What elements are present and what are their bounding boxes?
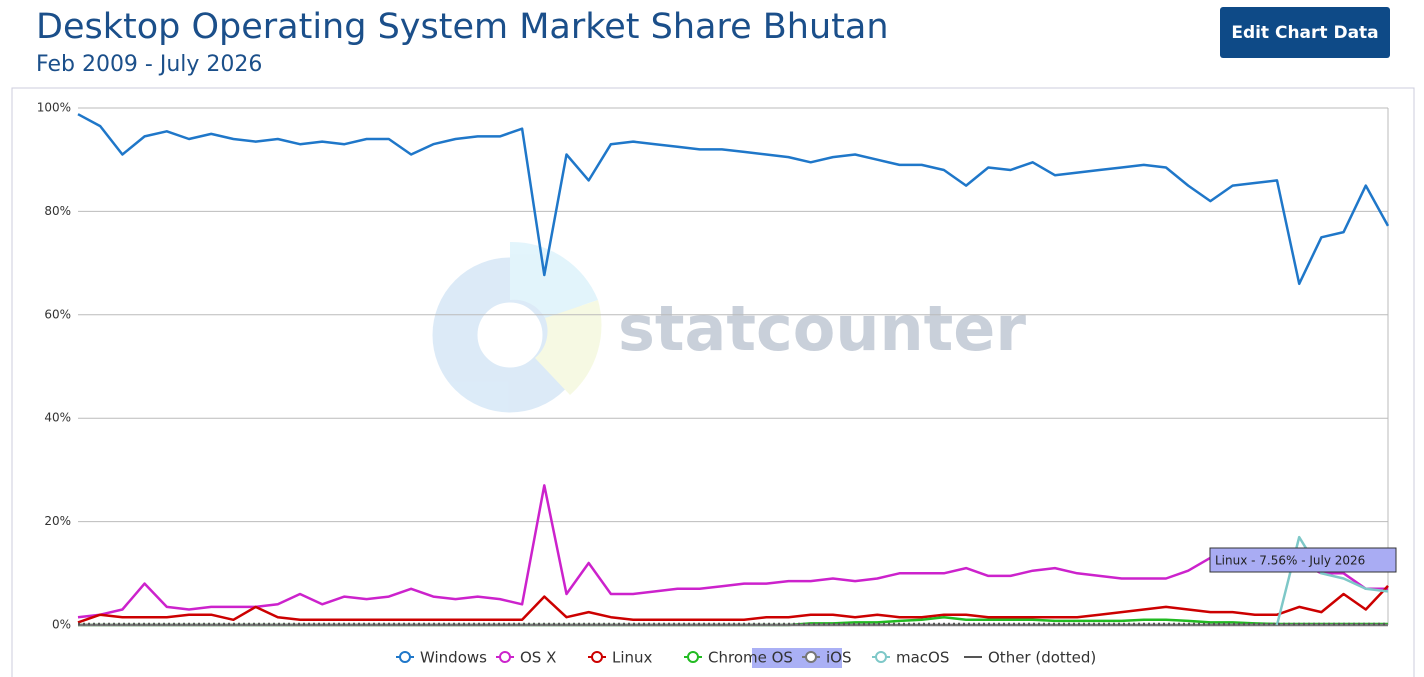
tooltip: Linux - 7.56% - July 2026 xyxy=(1209,547,1397,573)
watermark: statcounter xyxy=(618,292,1026,365)
y-tick-label: 60% xyxy=(44,307,71,321)
legend-item[interactable]: Other (dotted) xyxy=(964,649,1096,667)
y-tick-label: 100% xyxy=(37,101,71,115)
legend-marker xyxy=(591,651,603,663)
legend-marker xyxy=(399,651,411,663)
series-line xyxy=(77,113,1390,286)
y-tick-label: 40% xyxy=(44,411,71,425)
legend-item[interactable]: macOS xyxy=(872,649,949,667)
tooltip-text: Linux - 7.56% - July 2026 xyxy=(1215,554,1365,568)
legend-label: Other (dotted) xyxy=(988,649,1096,667)
chart-frame xyxy=(11,87,1415,677)
legend-item[interactable]: Linux xyxy=(588,648,842,668)
y-tick-label: 20% xyxy=(44,514,71,528)
legend-label: macOS xyxy=(896,649,949,667)
series-line xyxy=(77,484,1388,619)
legend-label: iOS xyxy=(826,649,852,667)
legend-item[interactable]: OS X xyxy=(496,649,556,667)
legend-item[interactable]: Chrome OS xyxy=(684,649,793,667)
chart-title: Desktop Operating System Market Share Bh… xyxy=(36,7,889,47)
legend-label: OS X xyxy=(520,649,556,667)
legend-item[interactable]: iOS xyxy=(802,649,852,667)
tooltip-box xyxy=(1209,547,1397,573)
legend-label: Windows xyxy=(420,649,487,667)
y-tick-label: 0% xyxy=(52,618,71,632)
y-tick-label: 80% xyxy=(44,204,71,218)
legend-item[interactable]: Windows xyxy=(396,649,487,667)
series-line xyxy=(77,585,1389,624)
legend-label: Chrome OS xyxy=(708,649,793,667)
edit-chart-button[interactable]: Edit Chart Data xyxy=(1220,7,1390,58)
legend-marker xyxy=(687,651,699,663)
legend-marker xyxy=(805,651,817,663)
legend-highlight xyxy=(752,648,842,668)
watermark-logo xyxy=(432,241,602,413)
legend-label: Linux xyxy=(612,649,653,667)
chart-subtitle: Feb 2009 - July 2026 xyxy=(36,52,262,77)
legend-marker xyxy=(875,651,887,663)
legend-marker xyxy=(499,651,511,663)
